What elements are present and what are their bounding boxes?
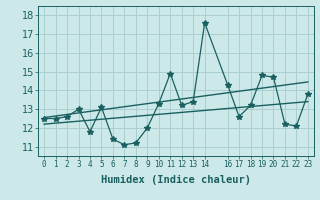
X-axis label: Humidex (Indice chaleur): Humidex (Indice chaleur) (101, 175, 251, 185)
